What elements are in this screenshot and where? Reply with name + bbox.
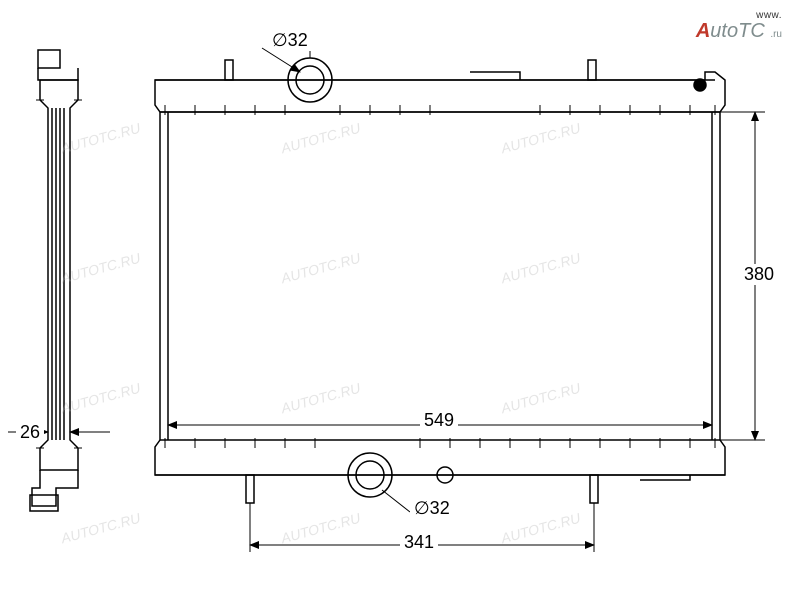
logo-a: A	[696, 20, 710, 42]
logo-rest: utoTC	[710, 20, 764, 42]
front-view	[155, 58, 725, 503]
dim-bot-dia-label: ∅32	[410, 498, 454, 519]
drawing-canvas: AUTOTC.RU AUTOTC.RU AUTOTC.RU AUTOTC.RU …	[0, 0, 800, 600]
dim-height-label: 380	[740, 264, 778, 285]
dim-top-dia-label: ∅32	[268, 30, 312, 51]
technical-drawing-svg	[0, 0, 800, 600]
dim-width-label: 549	[420, 410, 458, 431]
dim-bottom-offset-label: 341	[400, 532, 438, 553]
dim-thickness-label: 26	[16, 422, 44, 443]
logo-ru: .ru	[770, 29, 782, 40]
brand-logo: www. AutoTC .ru	[696, 8, 782, 41]
